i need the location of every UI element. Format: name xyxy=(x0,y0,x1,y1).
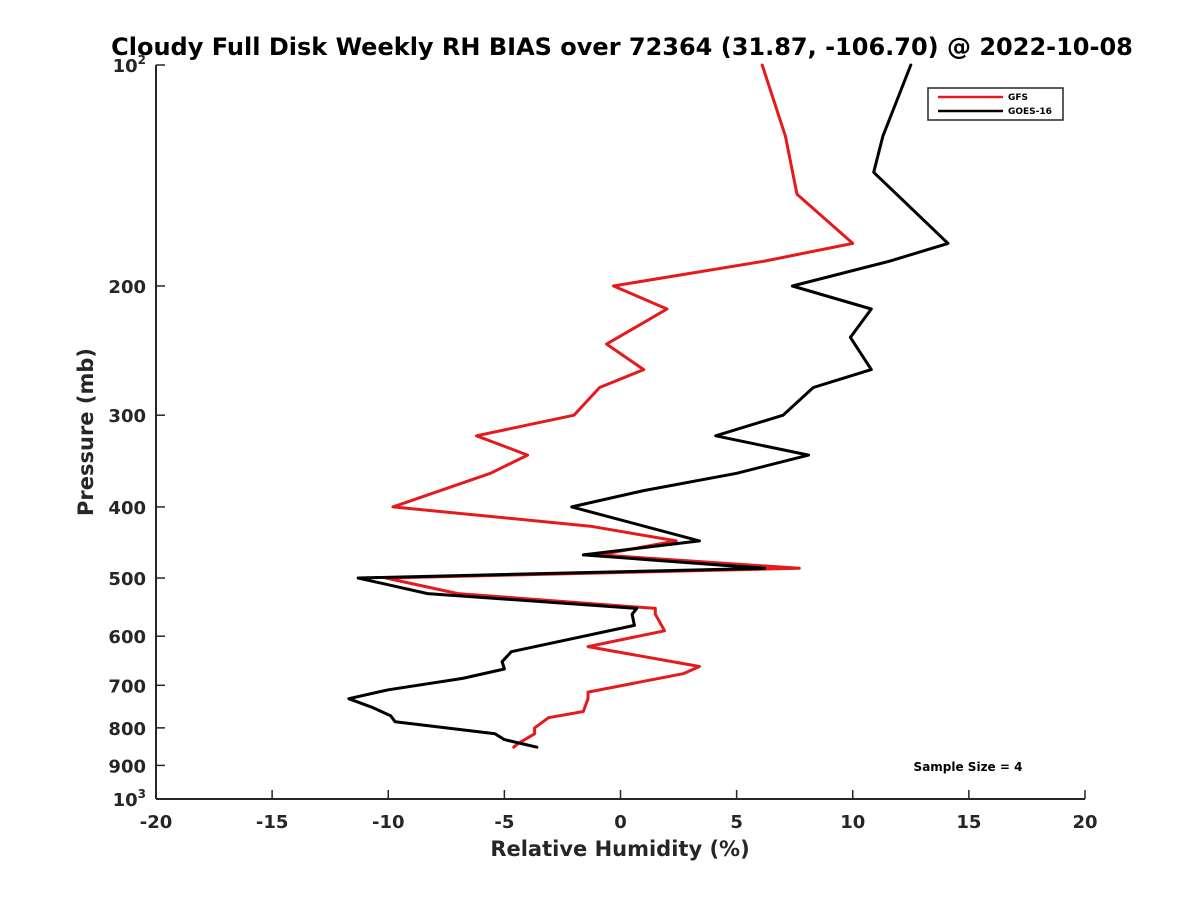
y-tick-label: 200 xyxy=(108,277,146,298)
series-lines xyxy=(347,63,950,749)
legend-box xyxy=(927,87,1064,121)
legend-label-goes16: GOES-16 xyxy=(1008,107,1052,117)
series-line-goes16 xyxy=(347,63,950,749)
y-tick-label: 102 xyxy=(113,53,146,77)
x-axis-label: Relative Humidity (%) xyxy=(490,837,749,861)
plot-area: -20 -15 -10 -5 0 5 10 15 20 102 200 300 400 500 600 70… xyxy=(108,53,1097,833)
x-tick-label: 10 xyxy=(840,812,865,833)
y-tick-label: 103 xyxy=(113,787,146,811)
sample-size-annotation: Sample Size = 4 xyxy=(914,760,1023,774)
x-tick-label: -20 xyxy=(140,812,173,833)
y-axis-label: Pressure (mb) xyxy=(74,348,98,516)
y-tick-label: 300 xyxy=(108,406,146,427)
x-axis-ticks: -20 -15 -10 -5 0 5 10 15 20 xyxy=(140,790,1098,833)
x-tick-label: -10 xyxy=(372,812,405,833)
series-line-gfs xyxy=(384,63,855,749)
chart-title: Cloudy Full Disk Weekly RH BIAS over 723… xyxy=(111,33,1133,61)
x-tick-label: -15 xyxy=(256,812,289,833)
x-tick-label: 5 xyxy=(730,812,743,833)
y-tick-label: 800 xyxy=(108,719,146,740)
legend-label-gfs: GFS xyxy=(1008,93,1028,103)
y-axis-ticks: 102 200 300 400 500 600 700 800 900 103 xyxy=(108,53,165,811)
legend: GFS GOES-16 xyxy=(927,87,1064,121)
x-tick-label: 15 xyxy=(956,812,981,833)
y-tick-label: 500 xyxy=(108,569,146,590)
y-tick-label: 900 xyxy=(108,756,146,777)
y-tick-label: 700 xyxy=(108,676,146,697)
y-tick-label: 600 xyxy=(108,627,146,648)
x-tick-label: 20 xyxy=(1072,812,1097,833)
x-tick-label: 0 xyxy=(614,812,627,833)
x-tick-label: -5 xyxy=(494,812,514,833)
y-tick-label: 400 xyxy=(108,498,146,519)
